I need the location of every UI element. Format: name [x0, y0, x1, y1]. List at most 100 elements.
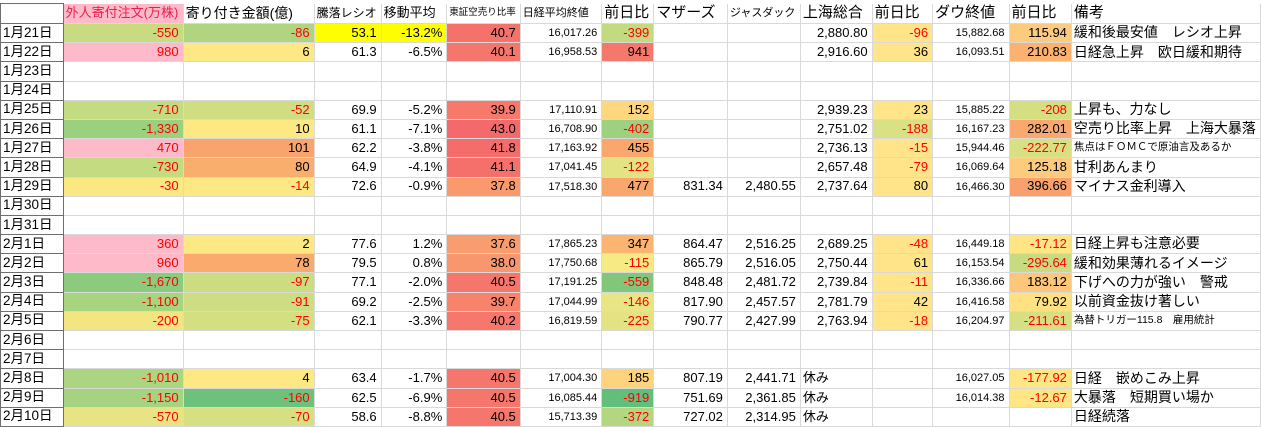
cell-nikkei_chg[interactable]: -146 [601, 292, 655, 312]
cell-dow_chg[interactable] [1009, 81, 1072, 101]
cell-dow[interactable] [932, 215, 1010, 236]
cell-foreign[interactable]: 360 [63, 234, 184, 255]
cell-date[interactable]: 2月2日 [0, 253, 64, 274]
cell-opening[interactable]: 2 [183, 234, 315, 255]
cell-shanghai[interactable]: 2,916.60 [800, 42, 873, 63]
cell-ma[interactable]: -2.0% [381, 272, 448, 293]
cell-ratio[interactable]: 77.6 [314, 234, 382, 255]
cell-dow_chg[interactable]: 282.01 [1009, 119, 1072, 140]
cell-dow[interactable]: 16,466.30 [932, 177, 1010, 197]
cell-ma[interactable]: -8.8% [381, 407, 448, 427]
cell-foreign[interactable]: -730 [63, 157, 184, 178]
cell-dow[interactable] [932, 61, 1010, 82]
cell-remarks[interactable]: 上昇も、力なし [1071, 100, 1261, 120]
cell-shanghai[interactable] [800, 81, 873, 101]
cell-mothers[interactable]: 865.79 [653, 253, 728, 274]
cell-nikkei_chg[interactable] [601, 61, 655, 82]
cell-ma[interactable]: 1.2% [381, 234, 448, 255]
cell-ma[interactable] [381, 81, 448, 101]
cell-opening[interactable]: 4 [183, 368, 315, 389]
cell-date[interactable]: 1月22日 [0, 42, 64, 63]
cell-dow[interactable]: 15,944.46 [932, 138, 1010, 159]
cell-mothers[interactable] [653, 61, 728, 82]
cell-remarks[interactable] [1071, 196, 1261, 216]
cell-jasdaq[interactable] [727, 61, 801, 82]
cell-dow[interactable] [932, 349, 1010, 370]
cell-nikkei_chg[interactable]: 941 [601, 42, 655, 63]
cell-nikkei[interactable]: 17,518.30 [520, 177, 603, 197]
cell-opening[interactable]: -97 [183, 272, 315, 293]
cell-jasdaq[interactable]: 2,480.55 [727, 177, 801, 197]
cell-opening[interactable]: 6 [183, 42, 315, 63]
cell-nikkei_chg[interactable]: 455 [601, 138, 655, 159]
cell-foreign[interactable]: -1,010 [63, 368, 184, 389]
cell-shanghai[interactable]: 2,657.48 [800, 157, 873, 178]
cell-dow_chg[interactable]: 396.66 [1009, 177, 1072, 197]
cell-shanghai_chg[interactable]: 61 [872, 253, 934, 274]
cell-nikkei_chg[interactable] [601, 330, 655, 351]
cell-foreign[interactable]: -1,100 [63, 292, 184, 312]
cell-short[interactable]: 40.5 [446, 407, 521, 427]
cell-date[interactable]: 2月10日 [0, 406, 64, 427]
cell-jasdaq[interactable] [727, 42, 801, 63]
cell-mothers[interactable] [653, 138, 728, 159]
cell-nikkei[interactable]: 16,708.90 [520, 119, 603, 140]
cell-ratio[interactable]: 62.5 [314, 388, 382, 408]
column-header-short[interactable]: 東証空売り比率 [446, 3, 521, 24]
cell-nikkei_chg[interactable] [601, 349, 655, 370]
cell-jasdaq[interactable] [727, 100, 801, 120]
cell-dow_chg[interactable] [1009, 349, 1072, 370]
cell-opening[interactable] [183, 81, 315, 101]
cell-remarks[interactable] [1071, 61, 1261, 82]
cell-opening[interactable]: 10 [183, 119, 315, 140]
cell-dow[interactable]: 16,449.18 [932, 234, 1010, 255]
cell-jasdaq[interactable]: 2,314.95 [727, 407, 801, 427]
cell-nikkei_chg[interactable]: -399 [601, 23, 655, 44]
cell-shanghai_chg[interactable] [872, 388, 934, 408]
cell-date[interactable]: 2月6日 [0, 329, 64, 351]
cell-opening[interactable] [183, 215, 315, 236]
cell-mothers[interactable]: 807.19 [653, 368, 728, 389]
cell-jasdaq[interactable]: 2,427.99 [727, 311, 801, 332]
cell-foreign[interactable]: -30 [63, 177, 184, 197]
column-header-mothers[interactable]: マザーズ [653, 3, 728, 24]
cell-shanghai_chg[interactable]: -48 [872, 234, 934, 255]
cell-ratio[interactable]: 61.3 [314, 42, 382, 63]
cell-shanghai[interactable] [800, 196, 873, 216]
cell-remarks[interactable]: 日経上昇も注意必要 [1071, 234, 1261, 255]
cell-nikkei[interactable] [520, 61, 603, 82]
cell-opening[interactable] [183, 196, 315, 216]
cell-shanghai_chg[interactable]: -18 [872, 311, 934, 332]
cell-foreign[interactable] [63, 215, 184, 236]
cell-remarks[interactable]: 甘利あんまり [1071, 157, 1261, 178]
column-header-ratio[interactable]: 騰落レシオ [314, 3, 382, 24]
column-header-shanghai_chg[interactable]: 前日比 [872, 3, 934, 24]
cell-remarks[interactable]: 下げへの力が強い 警戒 [1071, 272, 1261, 293]
cell-shanghai[interactable]: 2,750.44 [800, 253, 873, 274]
cell-dow[interactable]: 16,167.23 [932, 119, 1010, 140]
cell-date[interactable]: 2月8日 [0, 368, 64, 389]
cell-shanghai[interactable]: 2,751.02 [800, 119, 873, 140]
cell-shanghai_chg[interactable] [872, 196, 934, 216]
cell-shanghai[interactable]: 休み [800, 407, 873, 427]
cell-ratio[interactable]: 62.1 [314, 311, 382, 332]
column-header-ma[interactable]: 移動平均 [381, 3, 448, 24]
cell-ratio[interactable]: 53.1 [314, 23, 382, 44]
cell-shanghai[interactable] [800, 215, 873, 236]
cell-mothers[interactable] [653, 215, 728, 236]
cell-remarks[interactable]: マイナス金利導入 [1071, 177, 1261, 197]
cell-jasdaq[interactable] [727, 215, 801, 236]
cell-dow[interactable]: 16,069.64 [932, 157, 1010, 178]
cell-short[interactable]: 40.7 [446, 23, 521, 44]
cell-ratio[interactable]: 61.1 [314, 119, 382, 140]
cell-mothers[interactable]: 790.77 [653, 311, 728, 332]
cell-jasdaq[interactable]: 2,361.85 [727, 388, 801, 408]
cell-nikkei[interactable]: 16,958.53 [520, 42, 603, 63]
cell-short[interactable]: 43.0 [446, 119, 521, 140]
cell-ratio[interactable] [314, 81, 382, 101]
cell-remarks[interactable]: 日経続落 [1071, 407, 1261, 427]
cell-jasdaq[interactable] [727, 81, 801, 101]
cell-ratio[interactable]: 58.6 [314, 407, 382, 427]
cell-foreign[interactable]: -570 [63, 407, 184, 427]
cell-dow_chg[interactable]: 125.18 [1009, 157, 1072, 178]
